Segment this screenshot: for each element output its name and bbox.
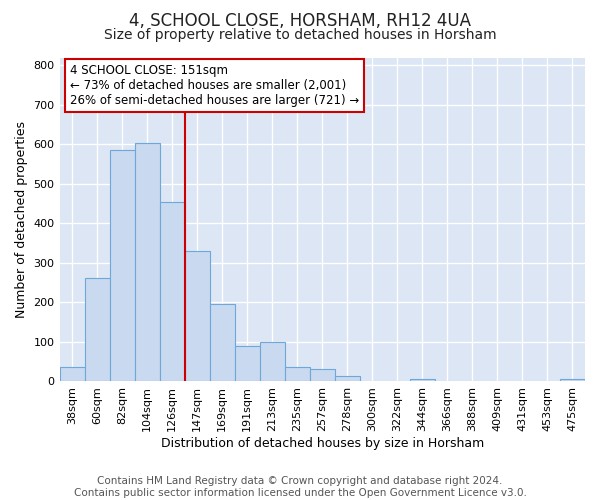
Bar — [185, 251, 209, 382]
Bar — [59, 367, 85, 382]
Text: Size of property relative to detached houses in Horsham: Size of property relative to detached ho… — [104, 28, 496, 42]
Bar — [134, 143, 160, 382]
Bar — [235, 346, 260, 382]
Text: 4, SCHOOL CLOSE, HORSHAM, RH12 4UA: 4, SCHOOL CLOSE, HORSHAM, RH12 4UA — [129, 12, 471, 30]
Bar — [209, 304, 235, 382]
X-axis label: Distribution of detached houses by size in Horsham: Distribution of detached houses by size … — [161, 437, 484, 450]
Bar — [85, 278, 110, 382]
Text: Contains HM Land Registry data © Crown copyright and database right 2024.
Contai: Contains HM Land Registry data © Crown c… — [74, 476, 526, 498]
Bar — [160, 202, 185, 382]
Bar — [410, 380, 435, 382]
Bar — [560, 380, 585, 382]
Text: 4 SCHOOL CLOSE: 151sqm
← 73% of detached houses are smaller (2,001)
26% of semi-: 4 SCHOOL CLOSE: 151sqm ← 73% of detached… — [70, 64, 359, 107]
Bar — [110, 150, 134, 382]
Bar — [260, 342, 285, 382]
Bar — [310, 369, 335, 382]
Y-axis label: Number of detached properties: Number of detached properties — [15, 121, 28, 318]
Bar — [285, 367, 310, 382]
Bar — [335, 376, 360, 382]
